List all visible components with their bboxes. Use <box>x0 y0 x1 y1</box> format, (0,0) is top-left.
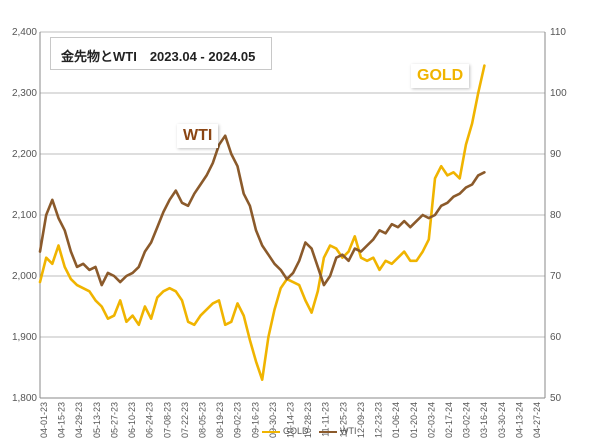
x-axis-tick-label: 07-22-23 <box>180 402 190 438</box>
x-axis-tick-label: 04-27-24 <box>532 402 542 438</box>
right-axis-tick-label: 60 <box>550 332 562 343</box>
left-axis-tick-label: 2,100 <box>12 210 37 221</box>
legend-label-gold: GOLD <box>283 426 309 436</box>
x-axis-tick-label: 11-25-23 <box>338 402 348 437</box>
left-axis-tick-label: 2,000 <box>12 271 37 282</box>
x-axis-tick-label: 09-02-23 <box>233 402 243 438</box>
legend-swatch-wti <box>319 430 338 433</box>
legend: GOLD WTI <box>262 426 365 436</box>
right-axis-tick-label: 80 <box>550 210 562 221</box>
x-axis-tick-label: 03-30-24 <box>497 402 507 438</box>
x-axis-tick-label: 09-16-23 <box>250 402 260 438</box>
x-axis-tick-label: 07-08-23 <box>162 402 172 438</box>
gold-line <box>38 64 486 382</box>
x-axis-tick-label: 03-02-24 <box>462 402 472 438</box>
x-axis-tick-label: 12-09-23 <box>356 402 366 438</box>
x-axis-tick-label: 04-01-23 <box>39 402 49 438</box>
x-axis-tick-label: 04-13-24 <box>514 402 524 438</box>
series-lines <box>38 64 486 382</box>
x-axis-tick-label: 02-17-24 <box>444 402 454 438</box>
grid-lines <box>39 31 546 399</box>
right-axis-tick-label: 110 <box>550 27 566 38</box>
x-axis-tick-label: 06-10-23 <box>127 402 137 438</box>
gold-callout: GOLD <box>411 64 470 88</box>
left-axis-tick-label: 1,800 <box>12 393 37 404</box>
left-axis-tick-label: 2,300 <box>12 88 37 99</box>
x-axis-tick-label: 05-13-23 <box>92 402 102 438</box>
chart-title-box: 金先物とWTI 2023.04 - 2024.05 <box>50 37 272 70</box>
legend-label-wti: WTI <box>340 426 357 436</box>
right-axis-tick-label: 70 <box>550 271 562 282</box>
x-axis-tick-label: 01-20-24 <box>409 402 419 438</box>
x-axis-tick-label: 10-14-23 <box>286 402 296 438</box>
x-axis-tick-label: 08-19-23 <box>215 402 225 438</box>
x-axis-tick-label: 12-23-23 <box>374 402 384 438</box>
x-axis-tick-label: 08-05-23 <box>197 402 207 438</box>
legend-item-wti: WTI <box>319 426 357 436</box>
left-axis-tick-label: 1,900 <box>12 332 37 343</box>
x-axis-tick-label: 11-11-23 <box>321 402 331 437</box>
left-axis-tick-label: 2,400 <box>12 27 37 38</box>
x-axis-tick-label: 04-29-23 <box>74 402 84 438</box>
right-axis-ticks: 50 60 70 80 90 100 110 <box>550 27 567 404</box>
wti-callout: WTI <box>177 124 219 148</box>
legend-swatch-gold <box>262 430 280 433</box>
wti-line <box>38 134 486 287</box>
right-axis-tick-label: 100 <box>550 88 567 99</box>
x-axis-tick-label: 10-28-23 <box>303 402 313 438</box>
x-axis-ticks: 04-01-23 04-15-23 04-29-23 05-13-23 05-27-23… <box>39 402 542 438</box>
right-axis-tick-label: 50 <box>550 393 562 404</box>
chart-title: 金先物とWTI 2023.04 - 2024.05 <box>61 49 256 64</box>
x-axis-tick-label: 02-03-24 <box>426 402 436 438</box>
right-axis-tick-label: 90 <box>550 149 562 160</box>
x-axis-tick-label: 03-16-24 <box>479 402 489 438</box>
x-axis-tick-label: 04-15-23 <box>57 402 67 438</box>
x-axis-tick-label: 06-24-23 <box>145 402 155 438</box>
legend-item-gold: GOLD <box>262 426 309 436</box>
left-axis-ticks: 1,800 1,900 2,000 2,100 2,200 2,300 2,400 <box>12 27 37 404</box>
x-axis-tick-label: 05-27-23 <box>109 402 119 438</box>
x-axis-tick-label: 01-06-24 <box>391 402 401 438</box>
x-axis-tick-label: 09-30-23 <box>268 402 278 438</box>
left-axis-tick-label: 2,200 <box>12 149 37 160</box>
